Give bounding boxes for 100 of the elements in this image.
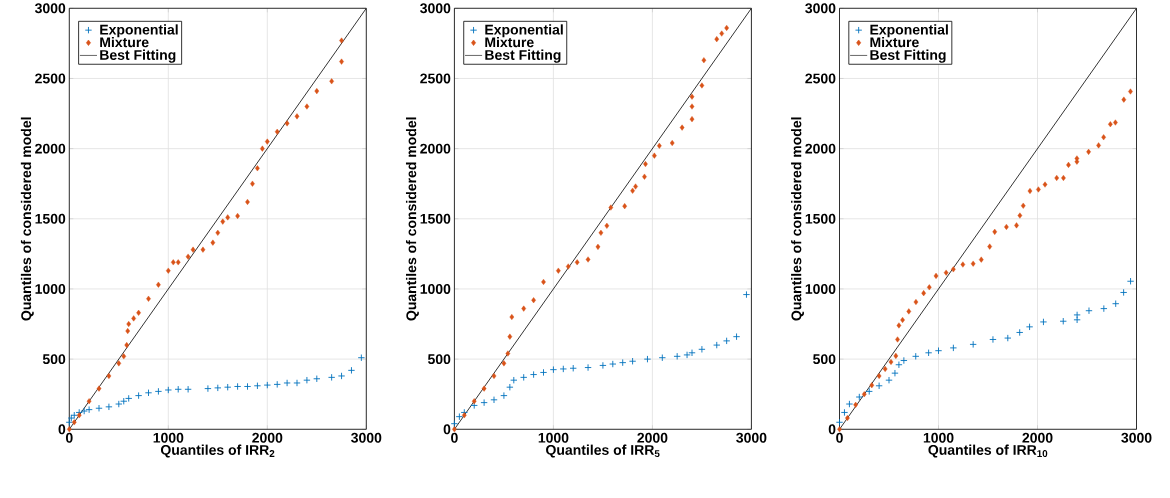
point bbox=[462, 412, 467, 419]
point bbox=[144, 389, 153, 397]
point bbox=[630, 187, 635, 194]
point bbox=[357, 354, 366, 362]
point bbox=[742, 290, 751, 299]
point bbox=[713, 341, 721, 349]
y-tick-label: 3000 bbox=[805, 3, 836, 14]
point bbox=[76, 412, 82, 419]
point bbox=[1128, 88, 1133, 95]
point bbox=[491, 372, 497, 379]
point bbox=[501, 360, 507, 367]
point bbox=[214, 384, 222, 392]
point bbox=[584, 363, 592, 372]
point bbox=[490, 396, 498, 404]
point bbox=[65, 418, 73, 426]
point bbox=[293, 379, 301, 387]
point bbox=[895, 361, 903, 369]
point bbox=[506, 383, 514, 391]
y-tick-label: 1000 bbox=[805, 283, 836, 294]
point bbox=[595, 243, 601, 250]
point bbox=[643, 355, 652, 363]
point bbox=[170, 259, 176, 266]
x-tick-label: 1000 bbox=[153, 432, 184, 443]
point bbox=[835, 418, 844, 426]
point bbox=[549, 365, 558, 374]
point bbox=[960, 261, 966, 268]
point bbox=[509, 314, 515, 321]
legend-label: Best Fitting bbox=[485, 49, 561, 63]
point bbox=[933, 272, 939, 279]
point bbox=[253, 382, 262, 390]
point bbox=[1126, 277, 1135, 285]
point bbox=[927, 284, 932, 291]
point bbox=[1004, 223, 1009, 230]
x-tick-label: 2000 bbox=[252, 432, 283, 443]
point bbox=[339, 58, 344, 65]
point bbox=[146, 295, 151, 302]
legend-label: Best Fitting bbox=[100, 49, 176, 63]
x-tick-label: 3000 bbox=[351, 432, 382, 443]
y-tick-label: 3000 bbox=[34, 3, 66, 14]
point bbox=[245, 198, 250, 205]
point bbox=[224, 383, 232, 391]
x-axis-title: Quantiles of IRR$_{5}$ bbox=[546, 444, 660, 458]
point bbox=[969, 340, 977, 349]
point bbox=[585, 256, 591, 263]
point bbox=[699, 82, 705, 89]
point bbox=[243, 382, 252, 391]
point bbox=[951, 266, 956, 273]
point bbox=[184, 385, 192, 393]
point bbox=[1121, 96, 1127, 103]
point bbox=[190, 246, 196, 253]
point bbox=[507, 333, 513, 340]
point bbox=[225, 214, 231, 221]
point bbox=[314, 88, 320, 95]
point bbox=[185, 253, 191, 260]
point bbox=[658, 354, 666, 362]
legend-label: Exponential bbox=[870, 24, 948, 38]
legend-label: Mixture bbox=[870, 36, 919, 48]
point bbox=[95, 404, 103, 412]
point bbox=[1020, 202, 1026, 209]
y-tick-label: 2000 bbox=[420, 143, 451, 154]
point bbox=[1096, 142, 1101, 149]
point bbox=[220, 218, 226, 225]
point bbox=[455, 412, 464, 421]
legend-label: Best Fitting bbox=[870, 49, 946, 63]
x-tick-label: 1000 bbox=[923, 432, 954, 443]
point bbox=[840, 408, 849, 417]
point bbox=[304, 103, 310, 110]
point bbox=[891, 369, 899, 377]
point bbox=[657, 142, 662, 149]
point bbox=[121, 353, 127, 360]
point bbox=[689, 116, 695, 123]
point bbox=[1100, 304, 1108, 313]
point bbox=[1016, 328, 1024, 337]
x-tick-label: 0 bbox=[836, 432, 843, 443]
point bbox=[1101, 134, 1106, 141]
point bbox=[978, 256, 984, 263]
y-tick-label: 0 bbox=[58, 424, 66, 435]
point bbox=[989, 335, 997, 344]
point bbox=[885, 376, 893, 384]
x-tick-label: 2000 bbox=[637, 432, 668, 443]
x-axis-title: Quantiles of IRR$_{10}$ bbox=[928, 444, 1048, 458]
point bbox=[598, 229, 604, 236]
point bbox=[913, 298, 919, 305]
point bbox=[559, 365, 567, 373]
point bbox=[970, 260, 976, 267]
point bbox=[698, 345, 706, 353]
point bbox=[541, 278, 546, 285]
point bbox=[125, 328, 131, 335]
point bbox=[86, 398, 92, 405]
point bbox=[669, 140, 675, 146]
point bbox=[569, 364, 577, 372]
point bbox=[861, 391, 867, 398]
point bbox=[688, 349, 696, 357]
point bbox=[175, 259, 181, 266]
y-tick-label: 2500 bbox=[35, 73, 66, 84]
x-tick-label: 0 bbox=[65, 432, 73, 443]
point bbox=[529, 370, 538, 379]
point bbox=[105, 403, 113, 411]
point bbox=[481, 385, 487, 392]
point bbox=[1086, 148, 1091, 155]
